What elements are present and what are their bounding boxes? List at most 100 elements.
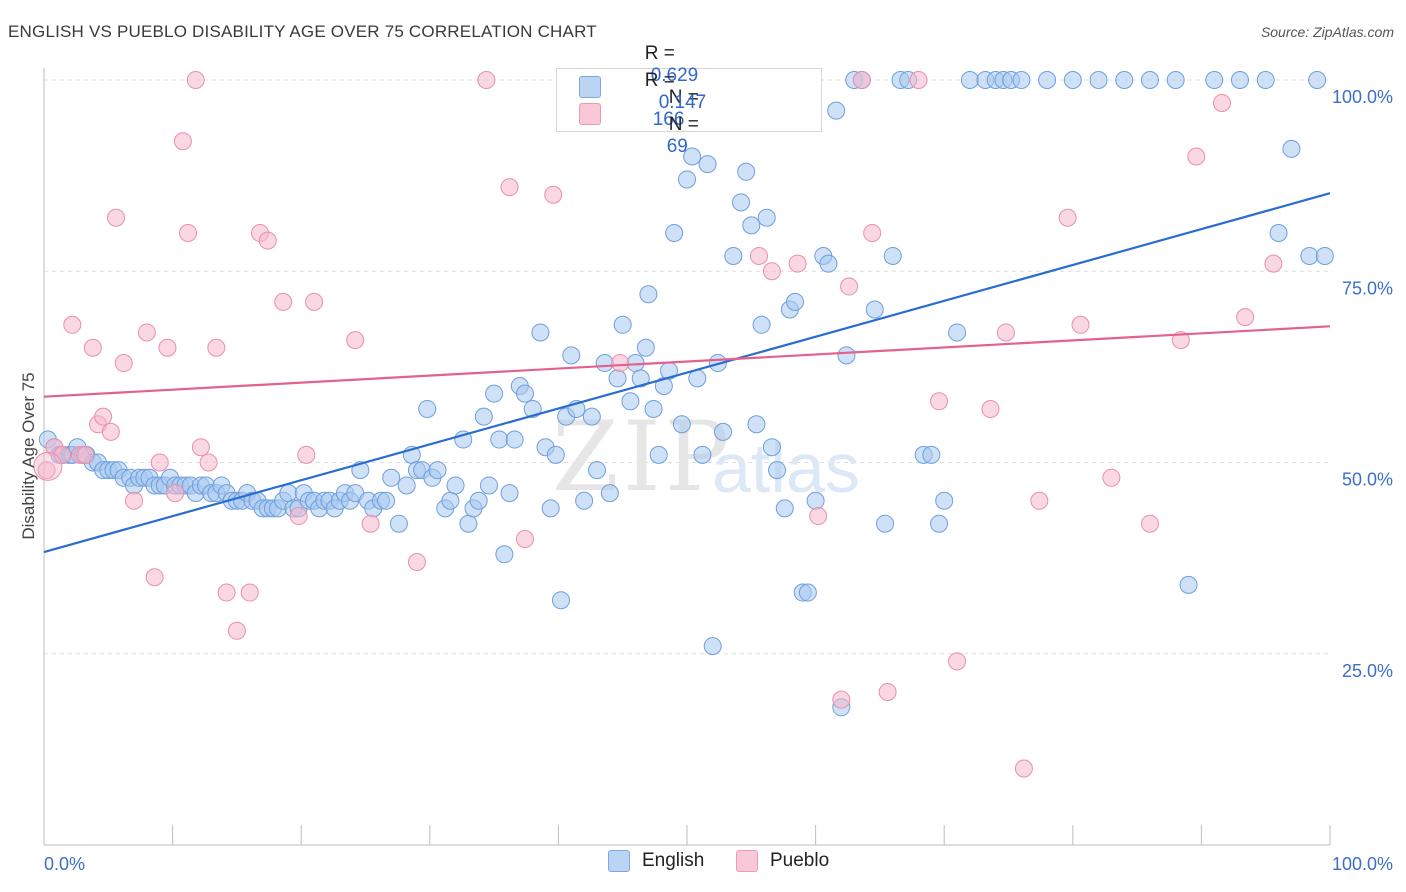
english-point bbox=[500, 484, 519, 503]
pueblo-point bbox=[878, 683, 897, 701]
english-point bbox=[541, 499, 560, 518]
english-point bbox=[837, 346, 856, 365]
pueblo-point bbox=[500, 178, 519, 197]
y-tick-label: 100.0% bbox=[1332, 87, 1393, 107]
english-point bbox=[575, 491, 594, 510]
english-point bbox=[644, 399, 663, 418]
chart-title: ENGLISH VS PUEBLO DISABILITY AGE OVER 75… bbox=[8, 22, 597, 41]
pueblo-point bbox=[909, 71, 928, 89]
pueblo-point bbox=[179, 224, 198, 242]
english-point bbox=[865, 300, 884, 319]
legend-r-label: R = bbox=[644, 43, 675, 64]
english-point bbox=[742, 216, 761, 235]
pueblo-point bbox=[125, 491, 144, 510]
pueblo-point bbox=[1140, 514, 1159, 533]
y-axis-label: Disability Age Over 75 bbox=[19, 372, 38, 539]
english-point bbox=[546, 445, 565, 464]
x-tick-label-max: 100.0% bbox=[1332, 854, 1393, 874]
english-point bbox=[459, 514, 478, 533]
english-point bbox=[1282, 139, 1301, 158]
pueblo-point bbox=[809, 507, 828, 526]
english-point bbox=[469, 491, 488, 510]
english-point bbox=[752, 315, 771, 334]
pueblo-points bbox=[33, 71, 1283, 778]
english-point bbox=[698, 155, 717, 174]
pueblo-point bbox=[227, 621, 246, 640]
english-point bbox=[775, 499, 794, 518]
english-points bbox=[38, 71, 1334, 717]
legend-n-label: N = bbox=[668, 114, 699, 135]
pueblo-point bbox=[840, 277, 859, 296]
pueblo-point bbox=[76, 445, 95, 464]
english-point bbox=[1256, 71, 1275, 89]
english-point bbox=[935, 491, 954, 510]
pueblo-point bbox=[137, 323, 156, 342]
pueblo-point bbox=[258, 231, 277, 250]
pueblo-point bbox=[863, 224, 882, 242]
pueblo-point bbox=[305, 292, 324, 311]
english-point bbox=[757, 208, 776, 227]
english-point bbox=[397, 476, 416, 495]
legend-n-pueblo: 69 bbox=[666, 136, 688, 157]
pueblo-point bbox=[1212, 93, 1231, 112]
english-point bbox=[446, 476, 465, 495]
english-point bbox=[1315, 246, 1334, 265]
english-point bbox=[490, 430, 509, 449]
english-point bbox=[582, 407, 601, 426]
english-point bbox=[613, 315, 632, 334]
pueblo-point bbox=[1030, 491, 1049, 510]
legend-swatch-pueblo bbox=[579, 103, 601, 125]
tick-labels: 25.0% 50.0% 75.0% 100.0% 0.0% 100.0% bbox=[44, 87, 1393, 874]
english-point bbox=[474, 407, 493, 426]
pueblo-point bbox=[94, 407, 113, 426]
english-point bbox=[505, 430, 524, 449]
series-legend-english[interactable]: English bbox=[608, 850, 704, 872]
english-point bbox=[1269, 224, 1288, 242]
english-trend-line bbox=[43, 192, 1331, 554]
english-point bbox=[1063, 71, 1082, 89]
pueblo-point bbox=[114, 354, 133, 373]
pueblo-point bbox=[1187, 147, 1206, 166]
pueblo-point bbox=[788, 254, 807, 273]
english-point bbox=[930, 514, 949, 533]
english-point bbox=[883, 246, 902, 265]
english-point bbox=[600, 484, 619, 503]
legend-r-english: 0.629 bbox=[650, 65, 699, 86]
pueblo-point bbox=[1058, 208, 1077, 227]
english-point bbox=[636, 338, 655, 357]
pueblo-point bbox=[948, 652, 967, 671]
english-point bbox=[1308, 71, 1327, 89]
pueblo-point bbox=[1071, 315, 1090, 334]
english-point bbox=[608, 369, 627, 388]
english-point bbox=[1140, 71, 1159, 89]
pueblo-point bbox=[33, 451, 63, 481]
english-point bbox=[441, 491, 460, 510]
english-point bbox=[737, 162, 756, 181]
english-point bbox=[562, 346, 581, 365]
pueblo-point bbox=[762, 262, 781, 281]
axes bbox=[43, 68, 1331, 846]
legend-text-pueblo: R = 0.147 N = 69 bbox=[613, 48, 707, 180]
english-point bbox=[1205, 71, 1224, 89]
pueblo-point bbox=[996, 323, 1015, 342]
pueblo-trend-line bbox=[43, 325, 1331, 398]
english-point bbox=[382, 468, 401, 487]
english-point bbox=[1179, 575, 1198, 594]
legend-text-english: R = 0.629 N = 166 bbox=[613, 21, 699, 153]
english-point bbox=[523, 399, 542, 418]
english-point bbox=[1012, 71, 1031, 89]
english-point bbox=[1230, 71, 1249, 89]
english-point bbox=[786, 292, 805, 311]
english-point bbox=[819, 254, 838, 273]
pueblo-point bbox=[63, 315, 82, 334]
english-point bbox=[587, 461, 606, 480]
pueblo-point bbox=[750, 246, 769, 265]
series-swatch-pueblo bbox=[736, 850, 758, 872]
english-point bbox=[672, 415, 691, 434]
pueblo-point bbox=[1102, 468, 1121, 487]
english-point bbox=[495, 545, 514, 564]
pueblo-point bbox=[289, 507, 308, 526]
series-legend-pueblo[interactable]: Pueblo bbox=[736, 850, 829, 872]
english-point bbox=[621, 392, 640, 411]
